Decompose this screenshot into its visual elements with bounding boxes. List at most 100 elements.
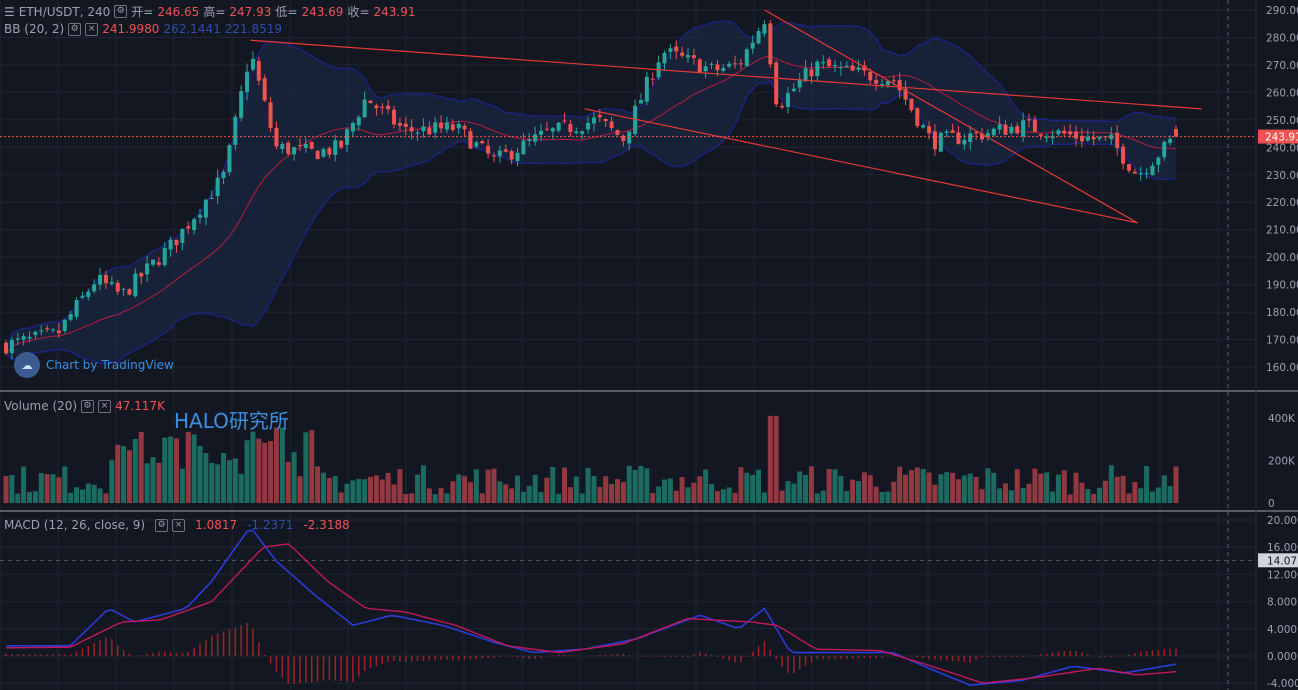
settings-icon[interactable]: ⚙ (155, 518, 169, 532)
volume-bar (785, 481, 791, 503)
candle-body (1085, 136, 1090, 141)
candle-body (1068, 131, 1073, 135)
volume-bar (262, 442, 268, 503)
volume-bar (391, 484, 397, 503)
candle-body (250, 58, 255, 70)
candle-body (762, 24, 767, 34)
close-icon[interactable]: × (172, 518, 186, 532)
close-icon[interactable]: × (98, 399, 112, 413)
volume-bar (285, 461, 291, 503)
volume-bar (1079, 482, 1085, 503)
candle-body (750, 42, 755, 49)
volume-bar (744, 472, 750, 503)
candle-body (168, 239, 173, 250)
candle-body (638, 100, 643, 104)
tradingview-logo-text: Chart by TradingView (46, 358, 174, 372)
volume-bar (603, 476, 609, 503)
price-axis-tick: 190.00 (1266, 280, 1298, 292)
volume-bar (203, 453, 209, 503)
volume-bar (520, 491, 526, 503)
volume-bar (338, 492, 344, 503)
volume-bar (1032, 468, 1038, 503)
volume-bar (826, 468, 832, 503)
candle-body (98, 275, 103, 285)
candle-body (774, 62, 779, 105)
volume-bar (462, 476, 468, 503)
volume-bar (820, 490, 826, 503)
settings-icon[interactable]: ⚙ (81, 399, 95, 413)
candle-body (615, 130, 620, 135)
settings-icon[interactable]: ⚙ (68, 22, 82, 36)
candle-body (974, 132, 979, 134)
tradingview-logo[interactable]: ☁ Chart by TradingView (14, 352, 174, 378)
volume-bar (591, 475, 597, 503)
volume-bar (632, 470, 638, 503)
candle-body (56, 330, 61, 334)
volume-bar (656, 486, 662, 503)
candle-body (80, 295, 85, 298)
volume-bar (503, 484, 509, 503)
candle-body (627, 131, 632, 144)
open-value: 246.65 (157, 4, 200, 19)
macd-legend: MACD (12, 26, close, 9) ⚙ × 1.0817 -1.23… (4, 518, 350, 532)
volume-bar (350, 480, 356, 503)
volume-bar (709, 483, 715, 503)
settings-icon[interactable]: ⚙ (114, 5, 128, 18)
price-axis-tick: 280.00 (1266, 32, 1298, 44)
volume-bar (732, 493, 738, 503)
candle-body (497, 150, 502, 157)
candle-body (591, 117, 596, 124)
candle-body (733, 63, 738, 65)
price-axis-tick: 230.00 (1266, 170, 1298, 182)
volume-bar (997, 488, 1003, 503)
volume-bar (256, 438, 262, 503)
candle-body (409, 127, 414, 132)
volume-bar (362, 479, 368, 503)
menu-icon[interactable]: ☰ (4, 4, 15, 19)
volume-bar (344, 483, 350, 503)
candle-body (580, 131, 585, 134)
volume-bar (832, 469, 838, 503)
bb-lower: 221.8519 (224, 22, 282, 36)
volume-bar (950, 472, 956, 503)
candle-body (321, 149, 326, 157)
volume-bar (844, 491, 850, 503)
volume-bar (955, 479, 961, 503)
candle-body (668, 48, 673, 52)
volume-bar (279, 427, 285, 503)
volume-bar (879, 491, 885, 503)
volume-bar (79, 489, 85, 503)
volume-bar (1167, 486, 1173, 503)
volume-bar (174, 438, 180, 503)
volume-bar (62, 466, 68, 503)
volume-bar (185, 431, 191, 503)
candle-body (791, 88, 796, 92)
close-icon[interactable]: × (85, 22, 99, 36)
volume-bar (1044, 472, 1050, 503)
tradingview-cloud-icon: ☁ (14, 352, 40, 378)
candle-body (86, 291, 91, 297)
volume-bar (626, 465, 632, 503)
high-value: 247.93 (229, 4, 272, 19)
volume-bar (1102, 480, 1108, 503)
candle-body (51, 329, 56, 331)
candle-body (686, 55, 691, 58)
candle-body (133, 273, 138, 297)
candle-body (386, 105, 391, 110)
candle-body (962, 140, 967, 145)
macd-crosshair-label: 14.071 (1267, 555, 1298, 567)
candle-body (380, 106, 385, 108)
volume-bar (991, 472, 997, 503)
candle-body (156, 262, 161, 265)
candle-body (1162, 141, 1167, 158)
candle-body (397, 123, 402, 126)
candle-body (709, 63, 714, 65)
volume-bar (303, 432, 309, 503)
volume-bar (685, 487, 691, 503)
macd-label: MACD (12, 26, close, 9) (4, 518, 146, 532)
candle-body (474, 142, 479, 147)
watermark: HALO研究所 (174, 409, 289, 433)
volume-bar (885, 491, 891, 503)
volume-bar (673, 490, 679, 503)
